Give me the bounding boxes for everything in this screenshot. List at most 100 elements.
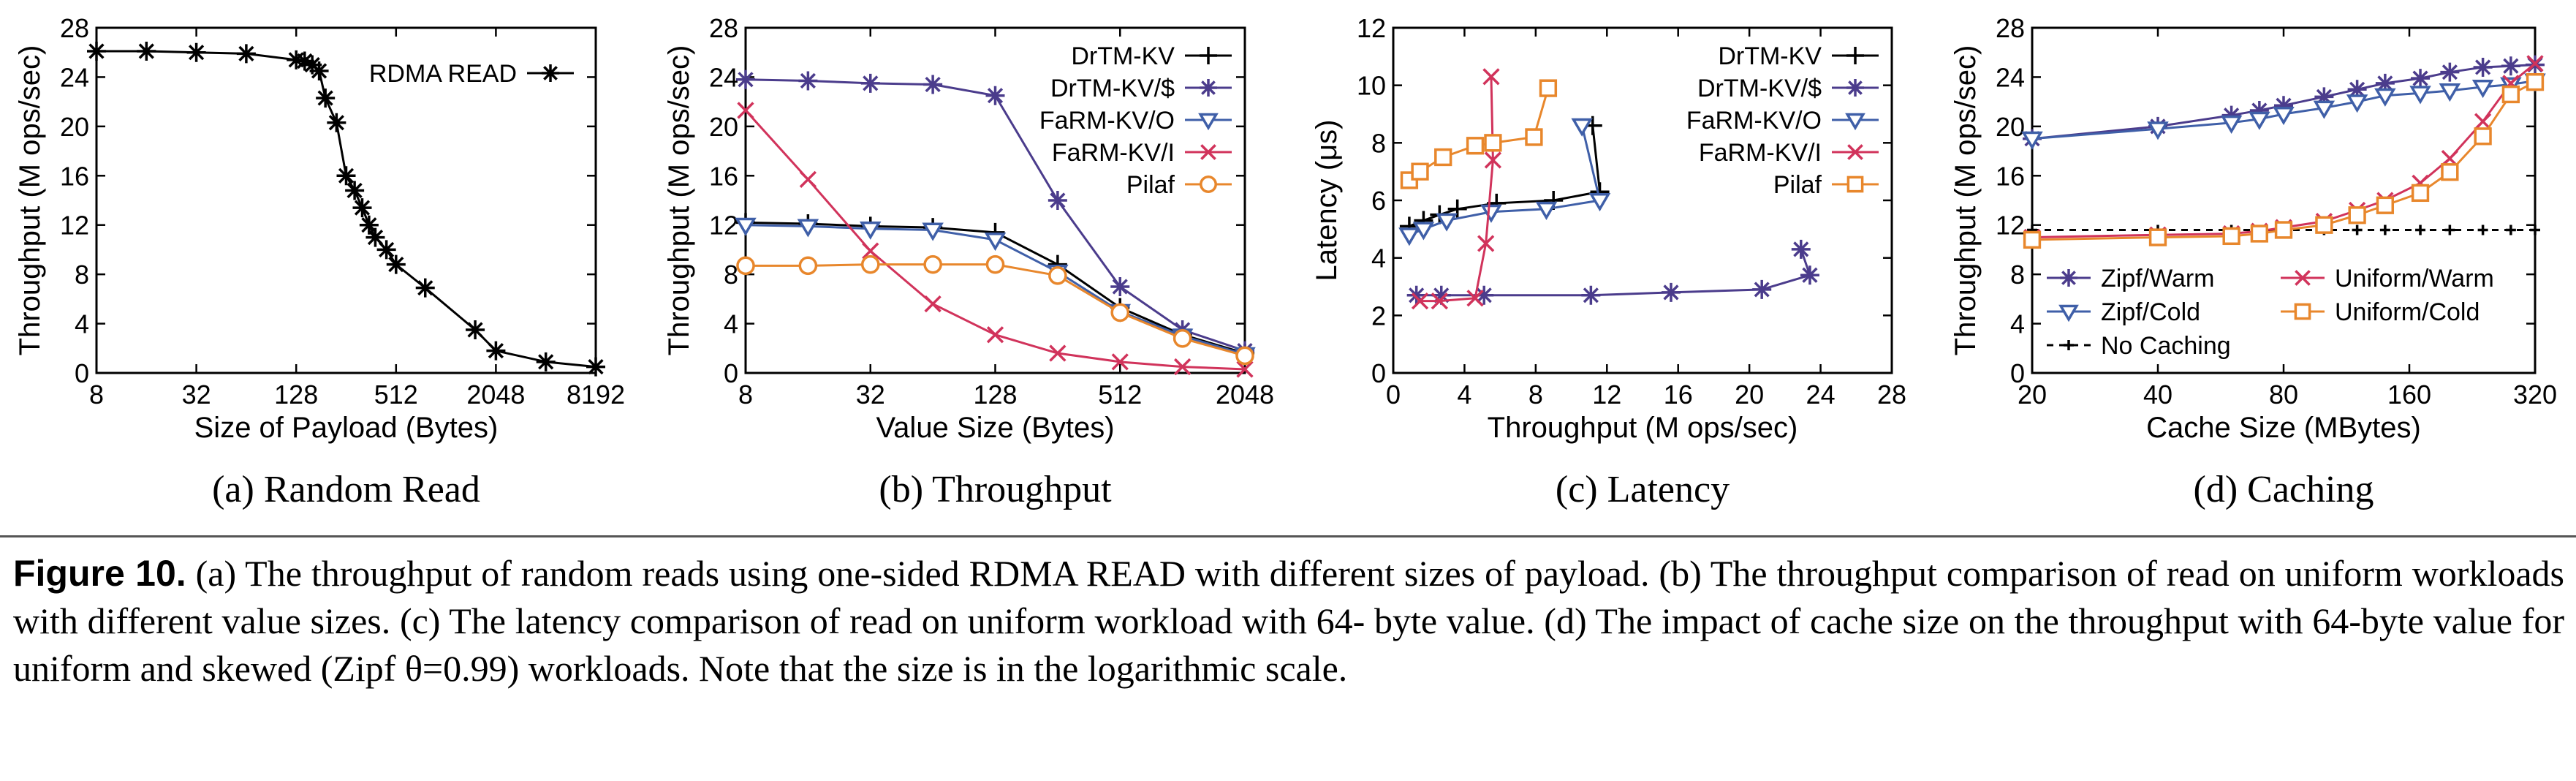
x-tick-label: 4 [1457,380,1471,410]
data-point [2474,127,2492,146]
y-tick-label: 28 [60,13,89,43]
data-point [2021,131,2043,150]
chart-subtitle: (a) Random Read [212,469,480,510]
data-point [859,221,882,240]
legend: DrTM-KV DrTM-KV/$ FaRM-KV/O FaRM-KV/I Pilaf [1686,42,1879,199]
legend: Zipf/Warm Zipf/Cold No Caching Uniform/Warm… [2047,265,2494,360]
x-tick-label: 24 [1806,380,1836,410]
y-tick-label: 20 [1996,112,2025,142]
x-tick-label: 8 [738,380,753,410]
legend-label: DrTM-KV/$ [1697,75,1822,102]
data-point [2530,225,2540,235]
data-point [923,254,942,274]
y-tick-label: 0 [75,358,89,388]
data-point [186,42,206,62]
data-point [376,240,396,260]
legend-label: DrTM-KV/$ [1050,75,1175,102]
data-point [466,320,485,339]
data-point [2148,228,2167,246]
data-point [2439,83,2461,102]
data-point [1236,361,1254,378]
caption-line-1: (a) The throughput of random reads using… [195,553,1937,594]
data-point [2375,73,2395,93]
data-point [1477,235,1495,252]
data-point [2415,225,2426,235]
y-tick-label: 28 [709,13,738,43]
y-tick-label: 8 [2010,260,2025,290]
series-line [96,50,596,369]
data-point [799,170,817,188]
data-point [1484,134,1502,152]
data-point [1434,148,1452,167]
chart-panel-4: 0 4 8 12 16 20 24 28 20 40 80 160 320 Cache Size (MBy… [1950,13,2557,510]
data-point [986,326,1004,344]
data-point [797,219,819,238]
data-point [2471,79,2494,99]
legend-entry: Uniform/Cold [2281,298,2480,326]
x-tick-label: 160 [2387,380,2431,410]
legend: RDMA READ [369,60,574,88]
data-point [1173,358,1192,376]
series-uniform-warm [2023,55,2544,246]
chart-subtitle: (d) Caching [2194,469,2374,510]
x-tick-label: 40 [2143,380,2172,410]
legend-label: FaRM-KV/I [1052,139,1175,167]
data-point [984,233,1007,252]
data-point [1431,293,1448,310]
data-point [1484,151,1502,169]
data-point [985,86,1005,105]
data-point [922,222,944,241]
data-point [2347,80,2367,99]
chart-subtitle: (b) Throughput [879,469,1112,510]
data-point [1431,285,1451,305]
data-point [352,198,372,218]
data-point [1110,277,1130,296]
data-point [798,71,818,91]
data-point [1049,344,1067,362]
legend-entry: FaRM-KV/O [1039,107,1232,135]
data-point [1466,290,1484,307]
legend-entry: No Caching [2047,332,2231,360]
x-tick-label: 12 [1592,380,1621,410]
series-pilaf [736,254,1254,366]
plot-frame [95,26,597,374]
data-point [236,44,256,64]
data-point [365,227,385,247]
x-tick-label: 28 [1877,380,1906,410]
legend-entry: Uniform/Warm [2281,265,2494,293]
legend-entry: FaRM-KV/O [1686,107,1879,135]
data-point [2348,206,2366,225]
y-tick-label: 20 [60,112,89,142]
y-tick-label: 10 [1357,71,1386,101]
data-point [2352,225,2363,235]
legend-entry: RDMA READ [369,60,574,88]
y-tick-label: 28 [1996,13,2025,43]
data-point [2376,196,2395,214]
x-tick-label: 32 [856,380,885,410]
legend-label: FaRM-KV/I [1699,139,1822,167]
series-drtm-kv [1399,116,1610,236]
data-point [2274,221,2293,239]
y-axis-label: Throughput (M ops/sec) [663,45,695,356]
y-tick-label: 4 [1371,244,1386,273]
y-tick-label: 2 [1371,301,1386,331]
data-point [1411,162,1429,181]
data-point [2505,225,2516,235]
data-point [2221,105,2241,125]
y-axis-label: Throughput (M ops/sec) [1950,45,1982,356]
data-point [1398,227,1420,246]
data-point [860,73,880,93]
data-point [2023,230,2042,249]
data-point [2249,111,2270,130]
legend-label: Pilaf [1126,171,1175,199]
x-tick-label: 8 [1528,380,1543,410]
data-point [862,242,879,260]
y-tick-label: 12 [60,211,89,241]
data-point [2346,94,2368,113]
data-point [2526,55,2544,72]
y-tick-label: 0 [1371,358,1386,388]
caption-line-2: comparison of read on uniform workloads … [13,553,2565,641]
series-line [1416,249,1811,297]
series-line [746,263,1246,357]
